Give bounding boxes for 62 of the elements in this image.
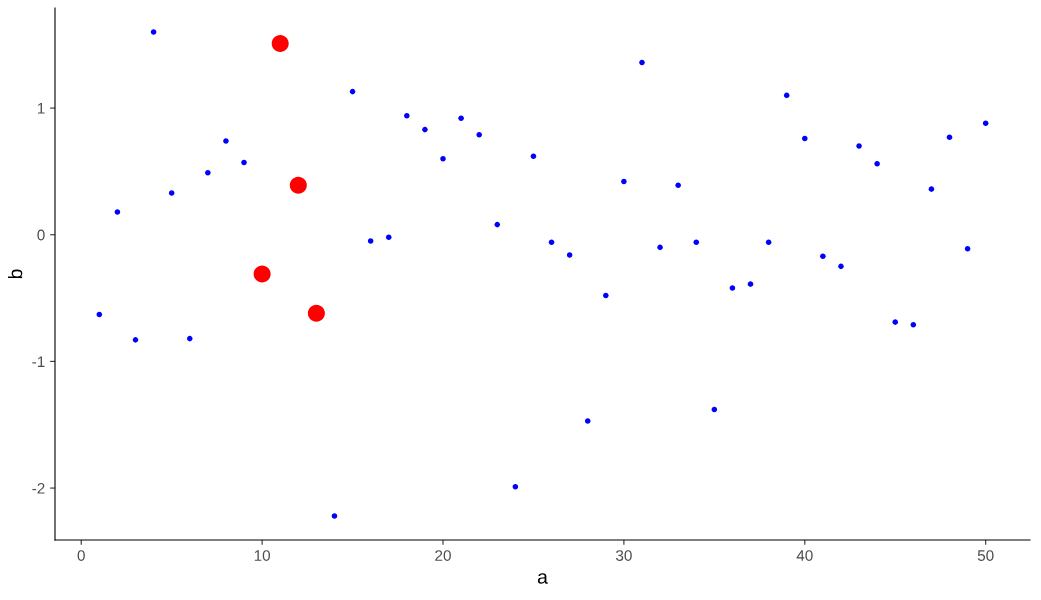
y-tick-label: -2 xyxy=(32,482,45,494)
point xyxy=(168,190,175,196)
point xyxy=(271,34,289,52)
point xyxy=(621,178,627,185)
point xyxy=(205,169,211,176)
point xyxy=(856,143,862,149)
point xyxy=(892,319,899,325)
point xyxy=(150,29,157,35)
point xyxy=(530,153,537,159)
point xyxy=(114,209,121,215)
x-axis-title: a xyxy=(537,573,548,584)
point xyxy=(476,131,482,138)
point xyxy=(765,239,772,246)
point xyxy=(747,281,754,287)
point xyxy=(349,88,356,95)
point xyxy=(639,59,645,66)
point xyxy=(982,120,989,127)
x-tick-label: 30 xyxy=(615,550,632,561)
y-tick-label: -1 xyxy=(32,356,45,367)
x-tick-label: 10 xyxy=(254,550,271,561)
point xyxy=(548,239,555,246)
point xyxy=(838,263,844,270)
point xyxy=(241,159,247,166)
point xyxy=(385,234,392,241)
point xyxy=(910,321,917,328)
point xyxy=(512,484,519,490)
y-tick-label: 1 xyxy=(37,103,45,114)
point xyxy=(820,253,826,260)
point xyxy=(440,155,446,162)
point xyxy=(675,182,681,189)
point xyxy=(223,138,229,144)
point xyxy=(603,292,609,299)
point xyxy=(96,311,103,318)
point xyxy=(711,406,718,413)
y-axis-title: b xyxy=(8,269,23,279)
x-tick-label: 50 xyxy=(977,550,994,561)
point xyxy=(584,418,591,424)
point xyxy=(367,238,374,244)
point xyxy=(404,112,410,119)
x-tick-label: 0 xyxy=(77,550,85,561)
point xyxy=(928,186,935,192)
point xyxy=(566,252,573,258)
point xyxy=(307,304,325,322)
point xyxy=(729,285,736,291)
point xyxy=(946,134,953,140)
point xyxy=(964,245,971,252)
point xyxy=(422,126,428,133)
point xyxy=(132,337,139,343)
point xyxy=(289,176,307,194)
x-tick-label: 20 xyxy=(435,550,451,561)
point xyxy=(657,244,663,251)
point xyxy=(331,513,338,519)
point xyxy=(494,221,501,228)
x-tick-label: 40 xyxy=(796,550,813,561)
y-tick-label: 0 xyxy=(37,229,45,241)
point xyxy=(693,239,700,246)
point xyxy=(783,92,790,99)
point xyxy=(253,265,271,283)
point xyxy=(802,135,808,142)
point xyxy=(874,161,880,167)
point xyxy=(186,335,193,342)
point xyxy=(458,115,464,121)
